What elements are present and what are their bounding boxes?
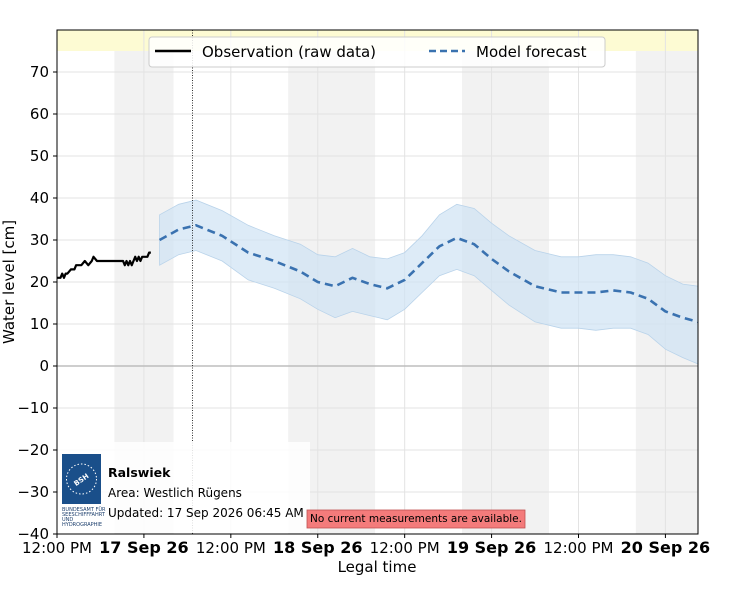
x-tick-label-2: 12:00 PM [196, 539, 266, 557]
y-tick-label-5: 10 [30, 315, 49, 333]
bsh-logo: BSH BUNDESAMT FÜR SEESCHIFFFAHRT UND HYD… [62, 454, 106, 528]
y-tick-label-8: 40 [30, 189, 49, 207]
y-tick-label-3: −10 [17, 399, 49, 417]
forecast-band-area [159, 199, 698, 365]
station-name: Ralswiek [108, 465, 171, 480]
y-axis-ticks: −40 −30 −20 −10 0 10 20 30 40 50 60 70 [17, 63, 57, 543]
x-tick-label-5: 19 Sep 26 [447, 538, 537, 557]
station-area: Area: Westlich Rügens [108, 486, 242, 500]
series-line-forecast [158, 224, 698, 324]
legend: Observation (raw data) Model forecast [148, 36, 606, 68]
y-tick-label-6: 20 [30, 273, 49, 291]
x-tick-label-4: 12:00 PM [370, 539, 440, 557]
update-time: Updated: 17 Sep 2026 06:45 AM [108, 506, 304, 520]
y-tick-label-0: −40 [17, 525, 49, 543]
legend-observation-label: Observation (raw data) [202, 43, 376, 61]
y-tick-label-4: 0 [39, 357, 49, 375]
no-measurements-notice: No current measurements are available. [306, 509, 526, 529]
y-tick-label-1: −30 [17, 483, 49, 501]
bsh-logo-mark [62, 454, 101, 504]
series-line-observation [57, 251, 151, 279]
y-tick-label-2: −20 [17, 441, 49, 459]
bsh-caption-line-3: UND [62, 517, 73, 523]
y-tick-label-11: 70 [30, 63, 49, 81]
x-tick-label-7: 20 Sep 26 [621, 538, 711, 557]
forecast-uncertainty-band [159, 199, 698, 365]
bsh-caption-line-4: HYDROGRAPHIE [62, 522, 102, 528]
notice-text: No current measurements are available. [310, 513, 522, 525]
x-axis-title: Legal time [338, 558, 417, 576]
y-axis-title: Water level [cm] [0, 220, 18, 344]
notice-background [306, 509, 526, 529]
legend-forecast-label: Model forecast [476, 43, 587, 61]
series-lines [57, 224, 698, 324]
station-info-box: BSH BUNDESAMT FÜR SEESCHIFFFAHRT UND HYD… [58, 442, 310, 533]
y-tick-label-9: 50 [30, 147, 49, 165]
y-tick-label-7: 30 [30, 231, 49, 249]
bsh-caption-line-1: BUNDESAMT FÜR [62, 506, 106, 513]
bsh-caption-line-2: SEESCHIFFFAHRT [62, 512, 106, 518]
x-tick-label-3: 18 Sep 26 [273, 538, 363, 557]
x-axis-ticks: 12:00 PM 17 Sep 26 12:00 PM 18 Sep 26 12:00 … [22, 534, 710, 557]
x-tick-label-1: 17 Sep 26 [99, 538, 189, 557]
legend-box [148, 36, 606, 68]
x-tick-label-0: 12:00 PM [22, 539, 92, 557]
y-tick-label-10: 60 [30, 105, 49, 123]
x-tick-label-6: 12:00 PM [543, 539, 613, 557]
